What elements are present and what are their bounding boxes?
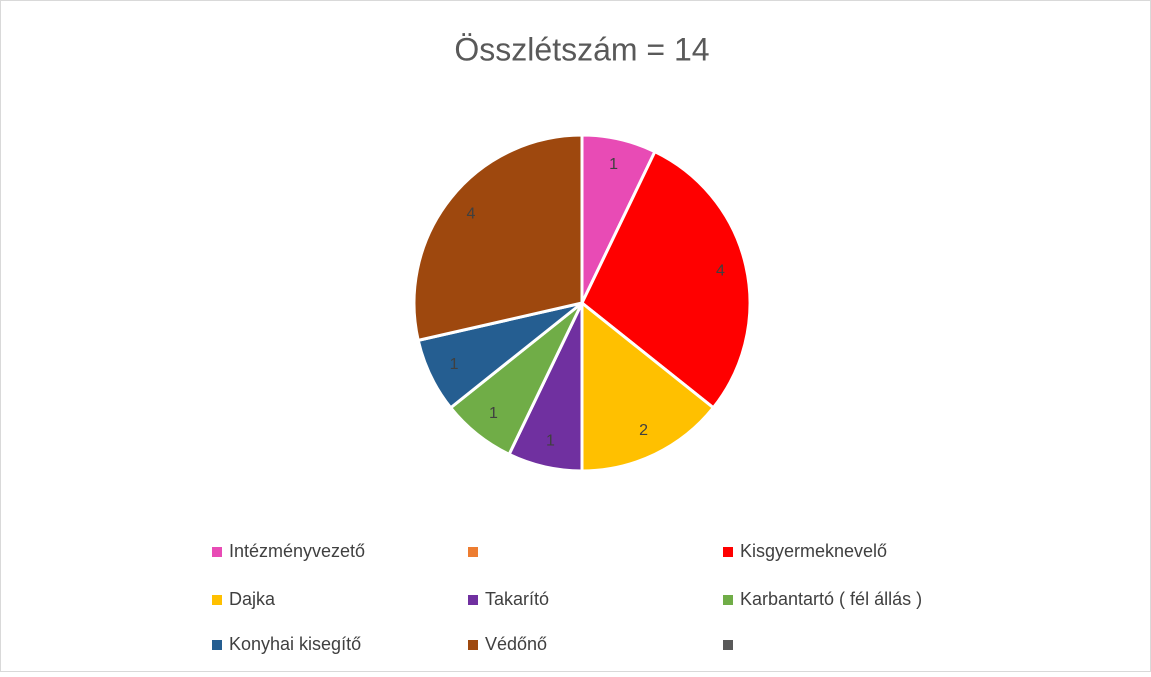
data-label: 4 [467, 206, 476, 223]
legend-label: Konyhai kisegítő [229, 634, 361, 654]
legend-label: Takarító [485, 589, 549, 609]
pie-slice [580, 299, 716, 473]
legend-marker [212, 595, 222, 605]
legend-marker [212, 640, 222, 650]
pie-slice [412, 133, 584, 343]
data-label: 1 [546, 433, 555, 450]
data-label: 4 [716, 263, 725, 280]
legend-label: Védőnő [485, 634, 547, 654]
pie-slice [580, 149, 752, 410]
data-label: 2 [639, 422, 648, 439]
chart-title: Összlétszám = 14 [454, 31, 709, 67]
legend-marker [212, 547, 222, 557]
data-label: 1 [489, 405, 498, 422]
legend-label: Kisgyermeknevelő [740, 541, 887, 561]
legend-label: Karbantartó ( fél állás ) [740, 589, 922, 609]
legend-label: Dajka [229, 589, 276, 609]
data-label: 1 [609, 156, 618, 173]
legend-marker [468, 640, 478, 650]
data-label: 1 [450, 356, 459, 373]
legend-marker [723, 640, 733, 650]
legend-marker [468, 595, 478, 605]
legend-marker [468, 547, 478, 557]
legend-label: Intézményvezető [229, 541, 365, 561]
legend-marker [723, 547, 733, 557]
legend-marker [723, 595, 733, 605]
